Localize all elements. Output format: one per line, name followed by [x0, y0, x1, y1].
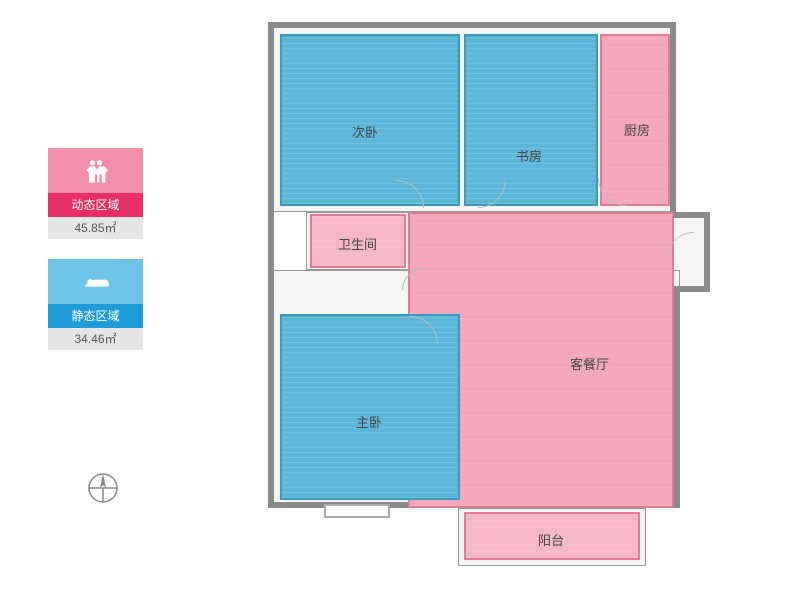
legend-dynamic-value: 45.85㎡: [48, 217, 143, 239]
room-label-master-bedroom: 主卧: [356, 412, 382, 431]
wall-segment: [704, 212, 710, 292]
room-label-living-dining: 客餐厅: [570, 354, 609, 373]
wall-segment: [268, 22, 274, 508]
wall-segment: [268, 22, 676, 28]
room-label-bathroom: 卫生间: [338, 234, 377, 253]
compass-icon: [85, 470, 121, 511]
people-icon: [48, 148, 143, 193]
room-secondary-bedroom: 次卧: [280, 34, 460, 206]
room-bathroom: 卫生间: [310, 214, 406, 268]
sleep-icon: [48, 259, 143, 304]
wall-segment: [670, 286, 710, 292]
room-balcony: 阳台: [464, 512, 640, 560]
legend-static: 静态区域 34.46㎡: [48, 259, 143, 350]
legend-dynamic: 动态区域 45.85㎡: [48, 148, 143, 239]
wall-segment: [670, 22, 676, 212]
room-label-secondary-bedroom: 次卧: [352, 122, 378, 141]
legend-panel: 动态区域 45.85㎡ 静态区域 34.46㎡: [48, 148, 143, 370]
legend-dynamic-label: 动态区域: [48, 193, 143, 217]
wall-segment: [674, 286, 680, 508]
room-label-balcony: 阳台: [538, 530, 564, 549]
legend-static-value: 34.46㎡: [48, 328, 143, 350]
floorplan: 次卧书房厨房卫生间玄关客餐厅主卧阳台: [268, 22, 710, 582]
legend-static-label: 静态区域: [48, 304, 143, 328]
balcony-rail: [324, 504, 390, 518]
room-label-study: 书房: [516, 146, 542, 165]
room-label-kitchen: 厨房: [624, 120, 650, 139]
wall-segment: [670, 212, 710, 218]
